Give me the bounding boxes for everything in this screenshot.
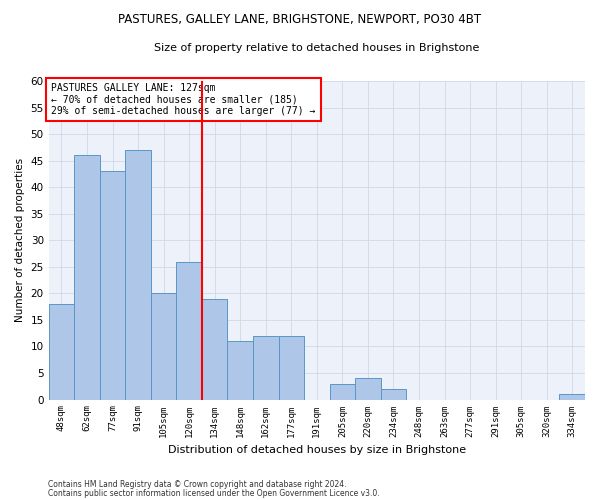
Bar [125,150,151,400]
Y-axis label: Number of detached properties: Number of detached properties [15,158,25,322]
Bar [100,172,125,400]
Bar [202,298,227,400]
X-axis label: Distribution of detached houses by size in Brighstone: Distribution of detached houses by size … [168,445,466,455]
Bar [278,336,304,400]
Bar [355,378,380,400]
Text: Contains HM Land Registry data © Crown copyright and database right 2024.: Contains HM Land Registry data © Crown c… [48,480,347,489]
Bar [74,156,100,400]
Text: PASTURES, GALLEY LANE, BRIGHSTONE, NEWPORT, PO30 4BT: PASTURES, GALLEY LANE, BRIGHSTONE, NEWPO… [118,12,482,26]
Bar [227,341,253,400]
Bar [253,336,278,400]
Title: Size of property relative to detached houses in Brighstone: Size of property relative to detached ho… [154,42,479,52]
Bar [559,394,585,400]
Bar [329,384,355,400]
Bar [151,294,176,400]
Bar [380,389,406,400]
Bar [49,304,74,400]
Text: Contains public sector information licensed under the Open Government Licence v3: Contains public sector information licen… [48,488,380,498]
Text: PASTURES GALLEY LANE: 127sqm
← 70% of detached houses are smaller (185)
29% of s: PASTURES GALLEY LANE: 127sqm ← 70% of de… [52,82,316,116]
Bar [176,262,202,400]
